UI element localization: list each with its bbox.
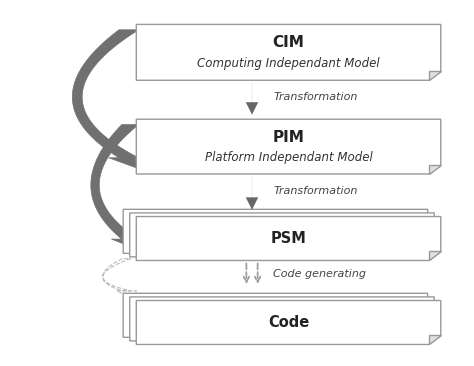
Polygon shape xyxy=(130,297,434,341)
Polygon shape xyxy=(91,124,149,252)
Polygon shape xyxy=(429,71,441,80)
Polygon shape xyxy=(422,248,434,257)
Text: Transformation: Transformation xyxy=(273,186,357,197)
Polygon shape xyxy=(130,213,434,257)
Text: Code: Code xyxy=(268,315,309,330)
Text: Transformation: Transformation xyxy=(273,92,357,102)
Polygon shape xyxy=(422,332,434,341)
Polygon shape xyxy=(416,244,428,253)
Text: Code generating: Code generating xyxy=(273,269,366,279)
Text: CIM: CIM xyxy=(273,36,304,51)
Polygon shape xyxy=(137,217,441,261)
Polygon shape xyxy=(416,328,428,337)
Polygon shape xyxy=(137,119,441,174)
Polygon shape xyxy=(137,25,441,80)
Polygon shape xyxy=(123,209,428,253)
Text: PIM: PIM xyxy=(273,130,304,145)
Text: PSM: PSM xyxy=(271,231,307,246)
Text: Computing Independant Model: Computing Independant Model xyxy=(197,57,380,70)
Polygon shape xyxy=(429,165,441,174)
Text: Platform Independant Model: Platform Independant Model xyxy=(205,151,373,164)
Polygon shape xyxy=(429,336,441,344)
Polygon shape xyxy=(123,293,428,337)
Polygon shape xyxy=(73,30,149,171)
Polygon shape xyxy=(137,300,441,344)
Polygon shape xyxy=(429,251,441,261)
